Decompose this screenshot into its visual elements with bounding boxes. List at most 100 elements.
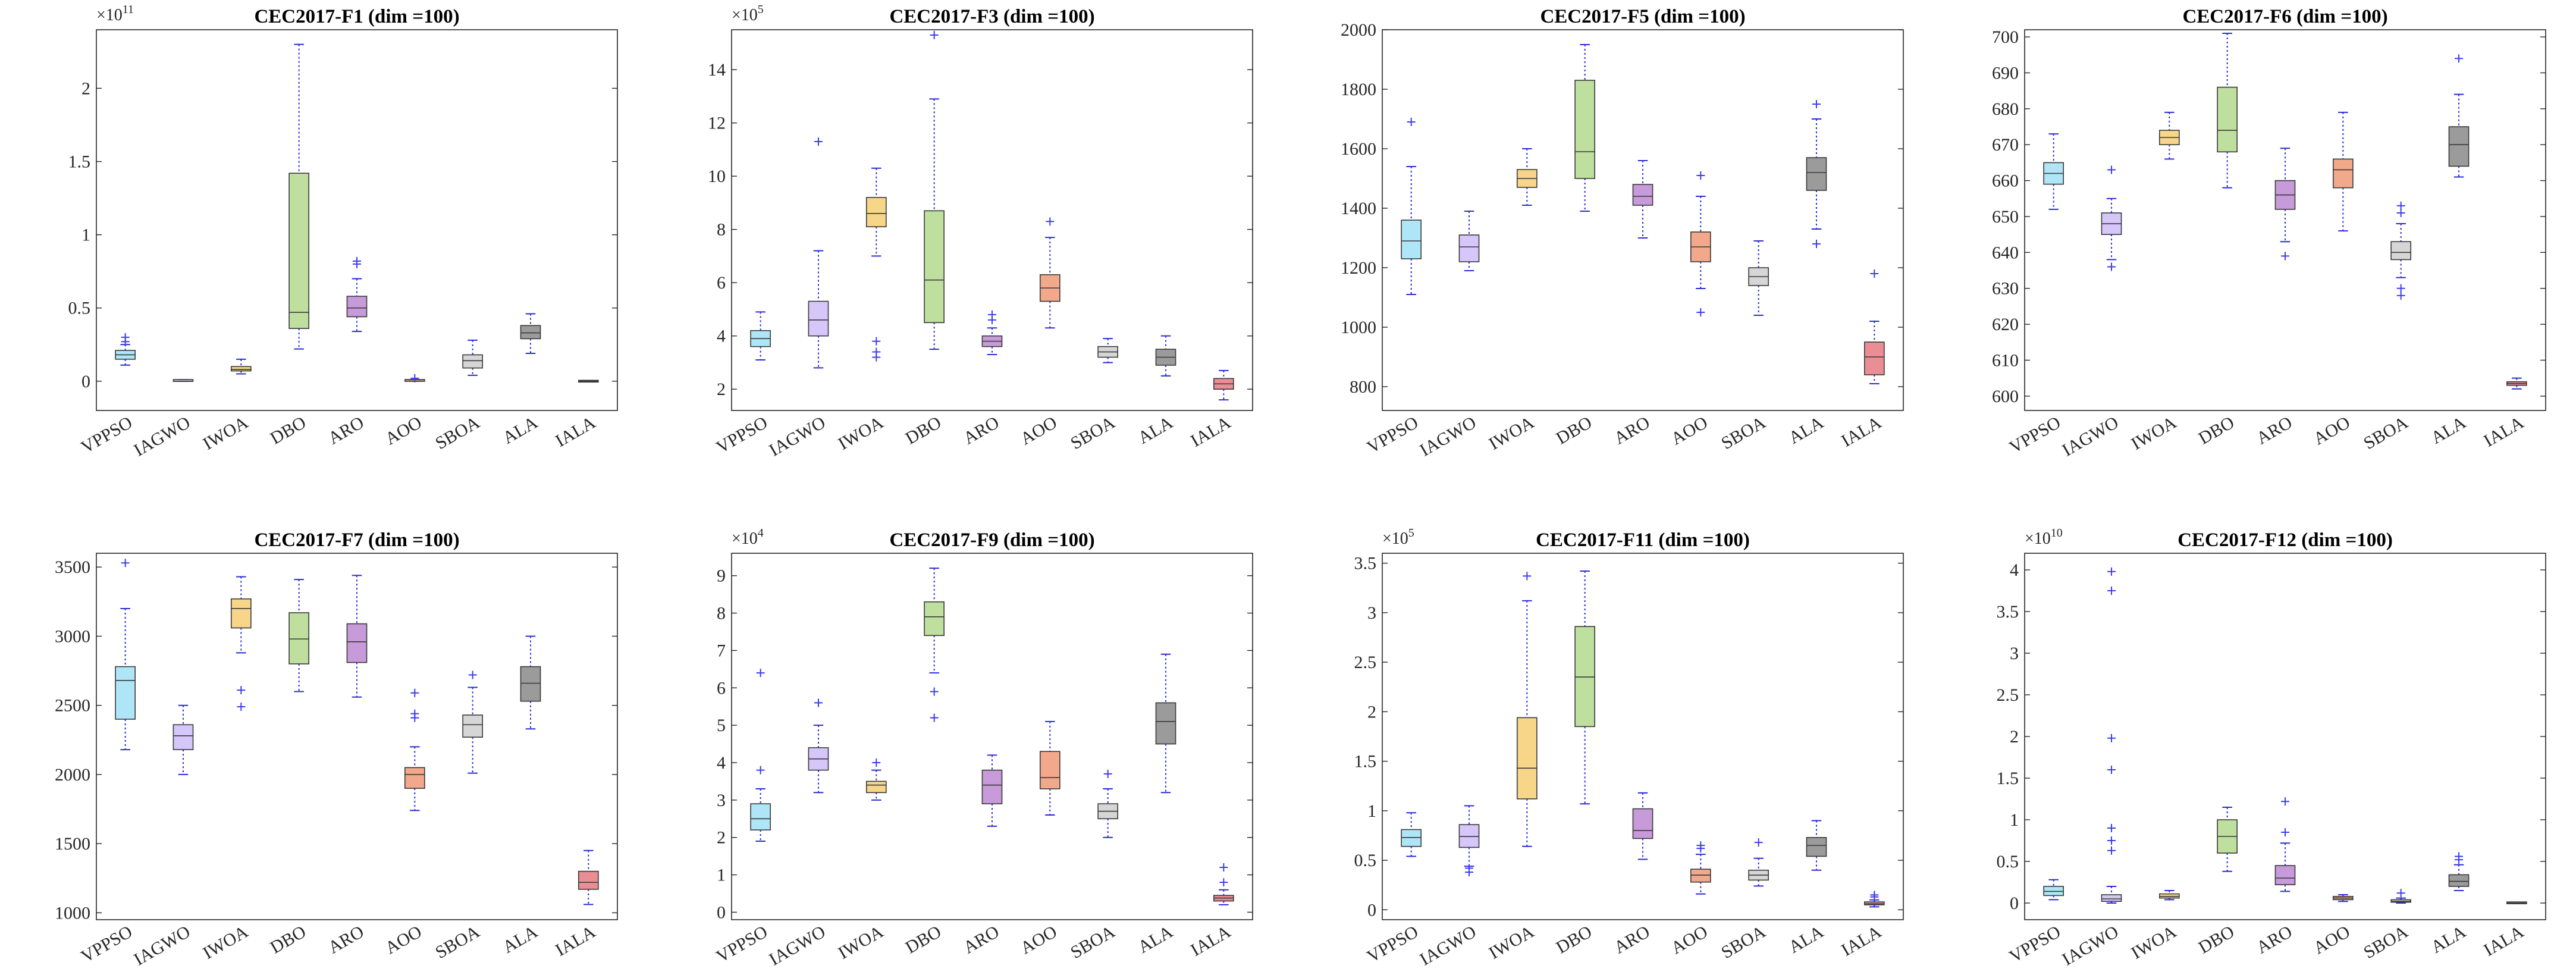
plot-area — [1382, 29, 1904, 411]
box-aoo — [404, 688, 425, 811]
x-tick-label: IWOA — [200, 921, 252, 963]
x-tick-label: VPPSO — [78, 412, 136, 457]
x-tick-label: VPPSO — [1364, 412, 1422, 457]
outlier-marker — [2396, 208, 2405, 217]
y-tick-label: 1200 — [1341, 258, 1376, 278]
outlier-marker — [756, 669, 765, 678]
box-iqr — [1806, 837, 1827, 857]
x-tick-label: AOO — [382, 412, 425, 449]
boxplot-panel: CEC2017-F9 (dim =100) ×104 0 1 2 3 4 5 6 7 8 9 VPPSO… — [713, 526, 1253, 970]
plot-area — [96, 29, 618, 411]
y-tick-label: 3.5 — [1997, 602, 2019, 622]
x-tick-label: AOO — [2310, 921, 2354, 958]
x-tick-label: ARO — [1611, 921, 1653, 957]
x-tick-label: VPPSO — [713, 921, 771, 966]
box-iqr — [808, 300, 829, 337]
x-tick-label: IWOA — [2128, 921, 2180, 963]
box-iagwo — [2101, 165, 2122, 271]
box-iagwo — [808, 137, 829, 369]
box-iqr — [1574, 626, 1596, 728]
y-tick-label: 1.5 — [1997, 769, 2019, 788]
y-tick-label: 1800 — [1341, 80, 1376, 99]
box-iqr — [1401, 220, 1422, 259]
box-iqr — [2332, 158, 2354, 189]
x-tick-label: ARO — [2253, 921, 2295, 957]
outlier-marker — [237, 703, 246, 711]
box-aoo — [1690, 171, 1711, 316]
box-aro — [1632, 160, 1653, 239]
x-tick-label: SBOA — [432, 921, 483, 963]
box-iqr — [1401, 829, 1422, 847]
axis-exponent-label: ×1010 — [2025, 526, 2063, 548]
outlier-marker — [1103, 769, 1112, 778]
outlier-marker — [410, 688, 419, 697]
box-dbo — [1574, 570, 1596, 805]
y-tick-label: 630 — [1992, 279, 2019, 299]
outlier-marker — [1219, 863, 1228, 872]
x-tick-label: SBOA — [1067, 412, 1118, 453]
y-tick-label: 1600 — [1341, 139, 1376, 159]
y-tick-label: 2 — [2010, 727, 2019, 747]
box-vppso — [1401, 118, 1422, 295]
box-iwoa — [2158, 890, 2180, 901]
box-aoo — [1039, 720, 1060, 816]
box-iqr — [520, 325, 541, 340]
outlier-marker — [1407, 118, 1416, 126]
box-iqr — [115, 666, 136, 720]
y-tick-label: 14 — [708, 60, 726, 80]
x-tick-label: VPPSO — [1364, 921, 1422, 966]
box-iqr — [462, 354, 484, 369]
outlier-marker — [872, 347, 881, 356]
x-tick-label: ALA — [2428, 921, 2470, 957]
box-iqr — [230, 366, 252, 372]
box-sboa — [1748, 838, 1769, 887]
box-aro — [346, 575, 368, 698]
x-tick-label: ALA — [1786, 412, 1827, 448]
y-tick-label: 12 — [708, 114, 726, 133]
outlier-marker — [1812, 240, 1821, 248]
y-tick-label: 1 — [717, 866, 726, 885]
x-tick-label: IALA — [2480, 412, 2527, 451]
box-vppso — [2043, 879, 2064, 901]
y-tick-label: 2 — [717, 828, 726, 848]
outlier-marker — [2107, 587, 2116, 595]
box-iqr — [462, 714, 484, 738]
outlier-marker — [930, 30, 939, 39]
x-tick-label: IWOA — [835, 921, 887, 963]
outlier-marker — [2281, 252, 2289, 261]
y-tick-label: 620 — [1992, 315, 2019, 334]
y-tick-label: 670 — [1992, 135, 2019, 155]
outlier-marker — [1465, 864, 1473, 873]
box-aro — [2274, 148, 2296, 261]
outlier-marker — [1812, 100, 1821, 108]
box-iala — [1863, 891, 1885, 908]
y-tick-label: 700 — [1992, 27, 2019, 47]
x-tick-label: ALA — [2428, 412, 2470, 448]
box-iwoa — [230, 576, 252, 711]
box-iqr — [2274, 865, 2296, 886]
x-tick-label: SBOA — [1718, 412, 1769, 453]
box-iwoa — [2158, 111, 2180, 160]
y-tick-label: 6 — [717, 678, 726, 698]
axis-exponent-label: ×104 — [732, 526, 764, 548]
box-iala — [1213, 369, 1234, 401]
plot-area — [1382, 553, 1904, 920]
y-tick-label: 3500 — [55, 557, 90, 577]
outlier-marker — [468, 670, 477, 679]
box-iqr — [1863, 901, 1885, 905]
box-vppso — [115, 559, 136, 751]
box-iqr — [578, 870, 599, 890]
x-tick-label: AOO — [1668, 412, 1711, 449]
box-aro — [1632, 792, 1653, 860]
x-tick-label: IALA — [1187, 412, 1234, 451]
outlier-marker — [410, 709, 419, 718]
x-tick-label: IWOA — [1486, 921, 1538, 963]
x-tick-label: IWOA — [835, 412, 887, 454]
box-vppso — [1401, 812, 1422, 857]
box-iqr — [1632, 184, 1653, 206]
box-vppso — [750, 669, 771, 842]
x-tick-label: VPPSO — [713, 412, 771, 457]
outlier-marker — [121, 559, 130, 568]
y-tick-label: 2 — [81, 79, 90, 98]
x-tick-label: IAGWO — [766, 921, 829, 969]
